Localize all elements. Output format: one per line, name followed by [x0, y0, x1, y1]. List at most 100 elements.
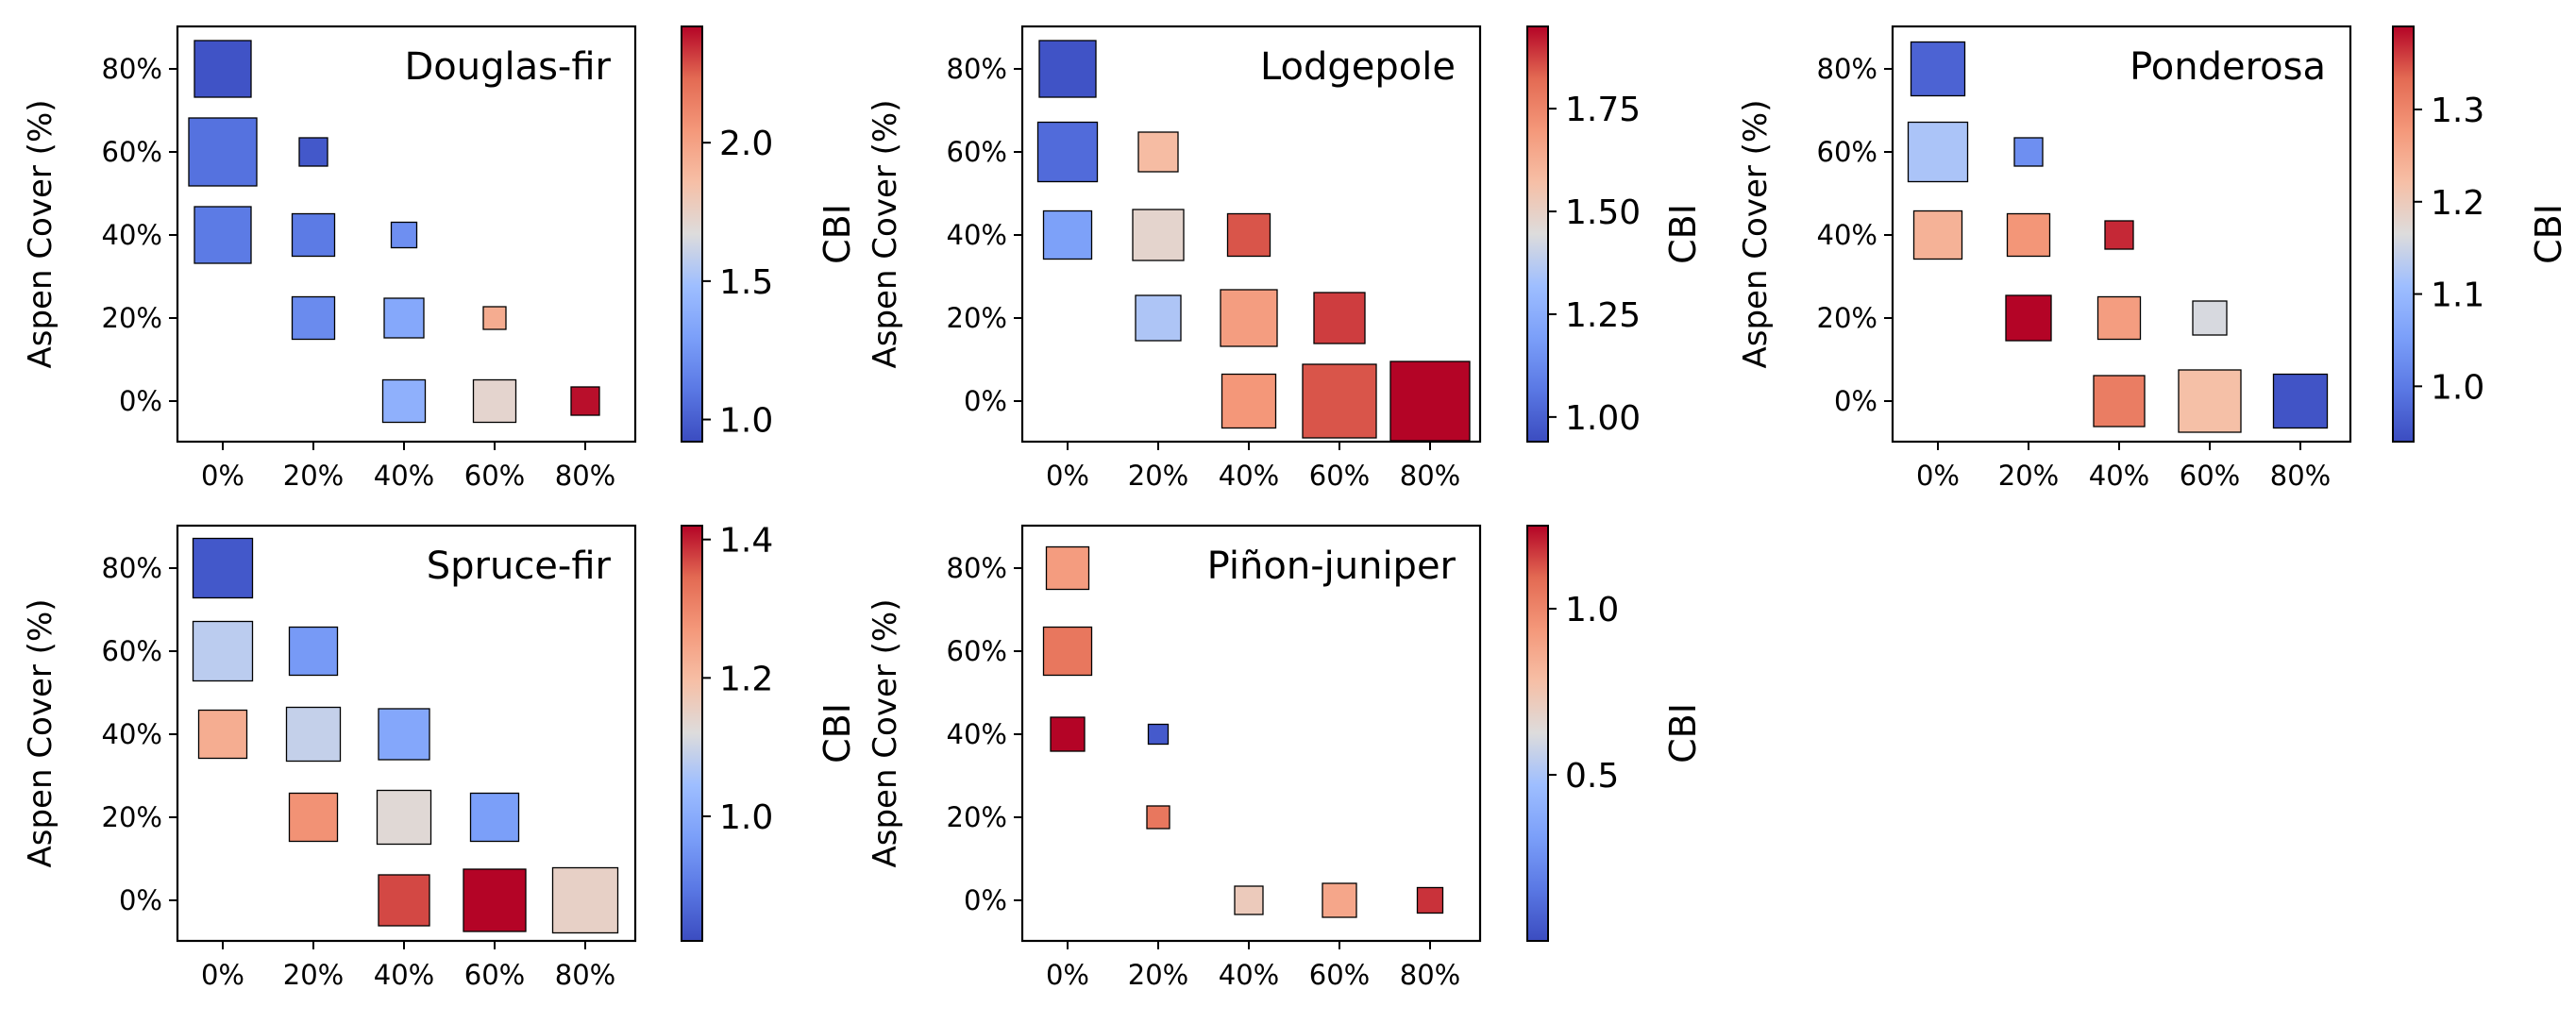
data-marker	[192, 620, 254, 682]
panel-4: 0% 20% 40% 60% 80% 0% 20% 40% 60% 80% Aspen Cover …	[22, 522, 858, 991]
y-tick-label: 20%	[947, 801, 1007, 833]
data-marker	[288, 626, 339, 677]
y-tick-label: 80%	[1817, 53, 1877, 85]
colorbar-tick-label: 1.0	[2431, 368, 2484, 407]
y-tick-label: 0%	[964, 385, 1007, 417]
data-marker	[188, 117, 258, 187]
data-marker	[2013, 137, 2044, 167]
data-marker	[1389, 361, 1471, 442]
data-marker	[1042, 210, 1093, 260]
x-tick-label: 0%	[201, 959, 244, 991]
data-marker	[1234, 885, 1264, 915]
colorbar-label: CBI	[817, 204, 858, 264]
x-tick-label: 20%	[1998, 460, 2059, 492]
data-marker	[1226, 212, 1271, 258]
x-tick-label: 40%	[374, 460, 434, 492]
data-marker	[463, 868, 527, 932]
y-tick-label: 40%	[947, 219, 1007, 251]
panel-2: 0% 20% 40% 60% 80% 0% 20% 40% 60% 80% Aspen Cover …	[867, 25, 1704, 492]
data-marker	[1907, 121, 1969, 183]
data-marker	[1912, 210, 1963, 260]
panel-title: Lodgepole	[1260, 45, 1456, 89]
y-tick-label: 40%	[102, 718, 162, 750]
data-marker	[1302, 363, 1377, 439]
panel-title: Douglas-fir	[404, 45, 611, 89]
y-tick-label: 20%	[102, 302, 162, 334]
data-marker	[194, 206, 252, 264]
data-marker	[2192, 300, 2228, 336]
y-tick-label: 60%	[102, 136, 162, 168]
data-marker	[197, 709, 248, 760]
x-tick-label: 0%	[1916, 460, 1960, 492]
colorbar-label: CBI	[2528, 204, 2569, 264]
x-tick-label: 60%	[1309, 959, 1370, 991]
colorbar-tick-label: 1.25	[1565, 296, 1641, 335]
colorbar-tick-label: 1.2	[719, 660, 773, 698]
data-marker	[469, 792, 520, 843]
x-tick-label: 0%	[1046, 959, 1089, 991]
data-marker	[1050, 716, 1086, 752]
data-marker	[472, 378, 517, 424]
colorbar	[681, 525, 703, 942]
y-tick-label: 80%	[947, 53, 1007, 85]
data-marker	[285, 706, 342, 763]
y-axis-label: Aspen Cover (%)	[867, 99, 904, 368]
data-marker	[390, 221, 418, 249]
colorbar-label: CBI	[817, 703, 858, 763]
data-marker	[192, 537, 254, 599]
data-marker	[1038, 40, 1097, 98]
axes-frame	[1020, 524, 1482, 943]
y-tick-label: 0%	[119, 884, 162, 916]
data-marker	[1221, 373, 1277, 429]
data-marker	[2178, 369, 2242, 433]
y-tick-label: 0%	[964, 884, 1007, 916]
data-marker	[1910, 41, 1966, 97]
data-marker	[2096, 295, 2142, 341]
colorbar	[1526, 25, 1549, 443]
x-tick-label: 20%	[283, 959, 344, 991]
data-marker	[194, 40, 252, 98]
data-marker	[288, 792, 339, 843]
panel-5: 0% 20% 40% 60% 80% 0% 20% 40% 60% 80% Aspen Cover …	[867, 524, 1704, 991]
x-tick-label: 80%	[1400, 959, 1460, 991]
data-marker	[381, 378, 427, 424]
colorbar-tick-label: 1.2	[2431, 184, 2484, 223]
x-tick-label: 80%	[1400, 460, 1460, 492]
y-tick-label: 40%	[1817, 219, 1877, 251]
y-tick-label: 80%	[947, 552, 1007, 584]
x-tick-label: 80%	[2270, 460, 2331, 492]
y-tick-label: 40%	[947, 718, 1007, 750]
colorbar-tick-label: 1.3	[2431, 92, 2484, 130]
data-marker	[2104, 220, 2134, 250]
y-axis-label: Aspen Cover (%)	[867, 598, 904, 867]
x-tick-label: 40%	[1219, 460, 1279, 492]
colorbar-tick-label: 1.0	[719, 402, 773, 441]
colorbar-label: CBI	[1662, 703, 1704, 763]
data-marker	[1045, 545, 1090, 591]
data-marker	[551, 866, 619, 934]
data-marker	[378, 708, 430, 761]
y-tick-label: 0%	[1834, 385, 1877, 417]
colorbar-tick-label: 2.0	[719, 125, 773, 163]
data-marker	[1416, 886, 1444, 914]
colorbar-tick-label: 1.75	[1565, 91, 1641, 129]
data-marker	[1220, 289, 1278, 347]
x-tick-label: 60%	[2180, 460, 2240, 492]
colorbar-label: CBI	[1662, 204, 1704, 264]
colorbar-tick-label: 1.1	[2431, 277, 2484, 315]
colorbar	[681, 25, 703, 443]
data-marker	[1132, 209, 1185, 261]
y-axis-label: Aspen Cover (%)	[1737, 99, 1775, 368]
y-tick-label: 20%	[1817, 302, 1877, 334]
colorbar-tick-label: 0.5	[1565, 757, 1619, 796]
y-tick-label: 60%	[102, 635, 162, 667]
data-marker	[2006, 212, 2051, 258]
x-tick-label: 80%	[555, 959, 615, 991]
y-axis-label: Aspen Cover (%)	[22, 99, 59, 368]
y-tick-label: 20%	[102, 801, 162, 833]
y-tick-label: 60%	[947, 136, 1007, 168]
panel-title: Piñon-juniper	[1207, 545, 1456, 588]
data-marker	[2272, 373, 2329, 429]
data-marker	[383, 297, 425, 339]
